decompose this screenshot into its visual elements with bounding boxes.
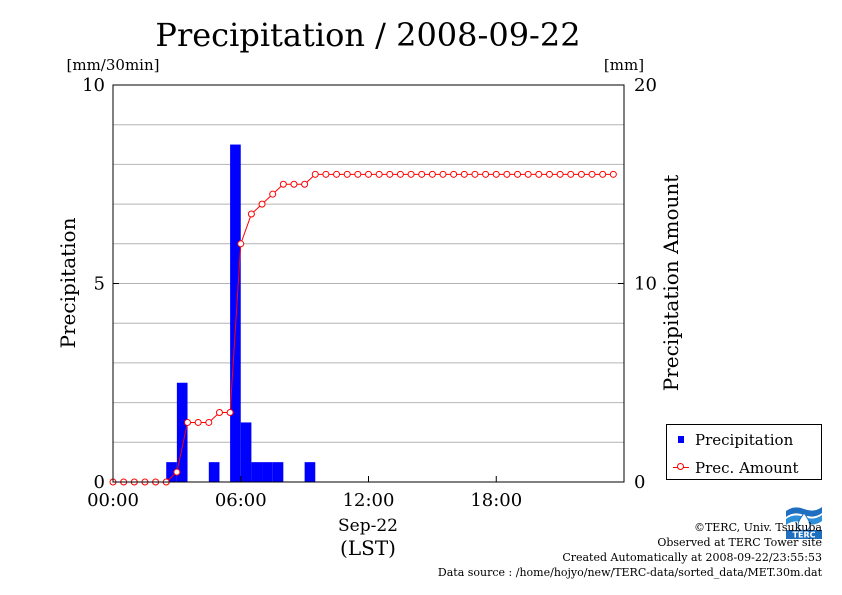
amount-point (599, 170, 607, 178)
amount-point (311, 170, 319, 178)
amount-point (269, 190, 277, 198)
legend-label-precipitation: Precipitation (695, 431, 794, 449)
svg-text:TERC: TERC (793, 531, 816, 540)
amount-point (535, 170, 543, 178)
amount-point (247, 210, 255, 218)
amount-point (333, 170, 341, 178)
right-tick-label: 0 (634, 472, 645, 493)
amount-point (322, 170, 330, 178)
bar-swatch-icon (671, 429, 693, 451)
amount-point (258, 200, 266, 208)
left-axis-label: Precipitation (56, 217, 80, 348)
amount-point (503, 170, 511, 178)
credits-source: Data source : /home/hojyo/new/TERC-data/… (437, 566, 822, 579)
amount-point (396, 170, 404, 178)
x-tick-label: 12:00 (343, 490, 395, 511)
x-tick-label: 06:00 (215, 490, 267, 511)
x-date-label: Sep-22 (338, 516, 398, 536)
amount-line (113, 173, 614, 483)
credits-org: ©TERC, Univ. Tsukuba (693, 521, 822, 534)
credits-created: Created Automatically at 2008-09-22/23:5… (562, 551, 822, 564)
precipitation-bar (230, 144, 241, 483)
amount-point (173, 468, 181, 476)
amount-point (514, 170, 522, 178)
amount-point (215, 409, 223, 417)
right-axis-unit: [mm] (604, 56, 644, 74)
amount-point (354, 170, 362, 178)
precipitation-bar (272, 462, 284, 482)
amount-point (460, 170, 468, 178)
chart-legend: Precipitation Prec. Amount (666, 424, 822, 480)
left-tick-label: 5 (94, 274, 105, 295)
amount-point (524, 170, 532, 178)
legend-item-precipitation: Precipitation (667, 429, 793, 451)
credits-site: Observed at TERC Tower site (657, 536, 822, 549)
amount-point (226, 409, 234, 417)
amount-point (428, 170, 436, 178)
amount-point (492, 170, 500, 178)
amount-point (482, 170, 490, 178)
amount-point (567, 170, 575, 178)
x-tz-label: (LST) (340, 536, 396, 560)
left-tick-label: 0 (94, 472, 105, 493)
amount-point (556, 170, 564, 178)
precipitation-bar (251, 462, 263, 482)
amount-point (205, 418, 213, 426)
precipitation-bar (166, 462, 177, 482)
amount-point (194, 418, 202, 426)
amount-point (375, 170, 383, 178)
amount-point (343, 170, 351, 178)
legend-item-amount: Prec. Amount (667, 457, 799, 479)
x-tick-label: 18:00 (470, 490, 522, 511)
amount-point (439, 170, 447, 178)
amount-point (184, 418, 192, 426)
amount-point (577, 170, 585, 178)
precipitation-bar (262, 462, 273, 482)
terc-logo-icon: TERC (784, 503, 824, 539)
credits-block: ©TERC, Univ. Tsukuba Observed at TERC To… (438, 520, 822, 580)
amount-point (588, 170, 596, 178)
x-tick-label: 00:00 (87, 490, 139, 511)
amount-point (386, 170, 394, 178)
left-tick-label: 10 (82, 75, 105, 96)
amount-point (471, 170, 479, 178)
precipitation-bar (176, 382, 188, 482)
amount-point (418, 170, 426, 178)
right-tick-label: 20 (634, 75, 657, 96)
right-axis-label: Precipitation Amount (659, 175, 683, 392)
amount-point (545, 170, 553, 178)
line-circle-swatch-icon (671, 457, 693, 479)
amount-point (407, 170, 415, 178)
chart-title: Precipitation / 2008-09-22 (155, 16, 580, 54)
amount-point (279, 180, 287, 188)
legend-label-amount: Prec. Amount (695, 459, 799, 477)
amount-point (609, 170, 617, 178)
amount-point (301, 180, 309, 188)
amount-point (450, 170, 458, 178)
right-tick-label: 10 (634, 274, 657, 295)
amount-point (237, 240, 245, 248)
amount-point (290, 180, 298, 188)
precipitation-bar (208, 462, 220, 482)
amount-point (365, 170, 372, 178)
left-axis-unit: [mm/30min] (67, 56, 160, 74)
precipitation-bar (304, 462, 316, 482)
precipitation-bar (240, 422, 252, 482)
